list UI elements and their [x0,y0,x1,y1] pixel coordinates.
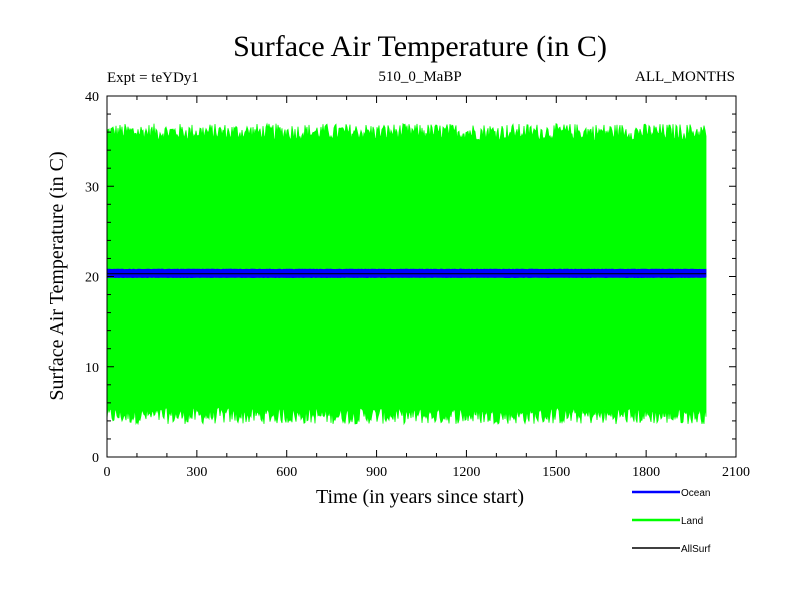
subtitle-left: Expt = teYDy1 [107,70,199,86]
chart-title: Surface Air Temperature (in C) [233,30,607,63]
subtitle-center: 510_0_MaBP [378,69,461,85]
x-tick-label: 1200 [452,465,480,480]
legend-label-allsurf: AllSurf [681,544,711,555]
x-tick-label: 600 [276,465,297,480]
y-tick-label: 20 [85,271,99,286]
y-tick-label: 40 [85,90,99,105]
x-tick-label: 300 [186,465,207,480]
y-axis-ticks: 0 10 20 30 40 [85,90,736,466]
y-tick-label: 0 [92,451,99,466]
x-axis-ticks: 0 300 600 900 1200 1500 1800 2100 [104,96,750,480]
x-tick-label: 1800 [632,465,660,480]
x-tick-label: 900 [366,465,387,480]
x-tick-label: 1500 [542,465,570,480]
legend-label-ocean: Ocean [681,488,710,499]
x-axis-label: Time (in years since start) [316,486,524,508]
x-tick-label: 2100 [722,465,750,480]
x-tick-label: 0 [104,465,111,480]
legend-label-land: Land [681,516,703,527]
y-tick-label: 30 [85,180,99,195]
y-axis-label: Surface Air Temperature (in C) [46,151,68,400]
legend: Ocean Land AllSurf [632,488,711,555]
y-tick-label: 10 [85,361,99,376]
subtitle-right: ALL_MONTHS [635,69,735,85]
plot-data-area [106,122,707,426]
